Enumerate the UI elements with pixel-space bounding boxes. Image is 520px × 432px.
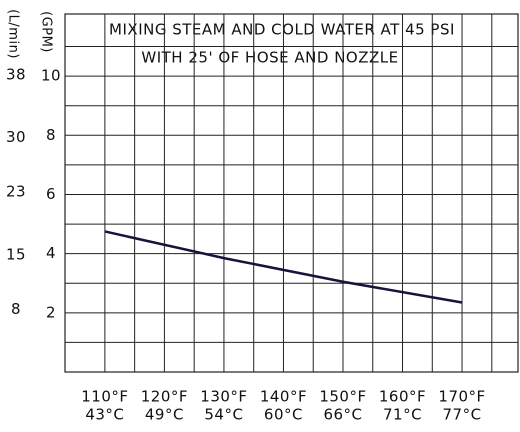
x-tick-label-celsius: 54°C (204, 406, 243, 424)
y2-tick-label: 15 (6, 245, 26, 263)
x-tick-label-celsius: 49°C (145, 406, 184, 424)
chart-title: MIXING STEAM AND COLD WATER AT 45 PSI (109, 21, 455, 39)
x-tick-label-celsius: 77°C (443, 406, 482, 424)
x-tick-label-celsius: 43°C (85, 406, 124, 424)
x-tick-label: 140°F (260, 388, 307, 406)
x-tick-label: 110°F (81, 388, 128, 406)
y2-axis-title: (L/min) (6, 9, 21, 59)
x-tick-label: 120°F (141, 388, 188, 406)
x-tick-label: 160°F (379, 388, 426, 406)
x-tick-label-celsius: 71°C (383, 406, 422, 424)
y2-tick-label: 8 (11, 300, 21, 318)
x-tick-label-celsius: 60°C (264, 406, 303, 424)
x-tick-label: 170°F (438, 388, 485, 406)
x-tick-label: 130°F (200, 388, 247, 406)
y-tick-label: 10 (41, 67, 61, 85)
y-tick-label: 6 (46, 185, 56, 203)
y-tick-label: 2 (46, 303, 56, 321)
chart-subtitle: WITH 25' OF HOSE AND NOZZLE (141, 49, 398, 67)
x-tick-label-celsius: 66°C (323, 406, 362, 424)
y-tick-label: 8 (46, 126, 56, 144)
y2-tick-label: 38 (6, 65, 26, 83)
y2-tick-label: 23 (6, 183, 26, 201)
y-tick-label: 4 (46, 244, 56, 262)
x-tick-label: 150°F (319, 388, 366, 406)
data-line (104, 230, 463, 304)
y-axis-title: (GPM) (39, 11, 54, 53)
y2-tick-label: 30 (6, 128, 26, 146)
plot-frame (64, 13, 519, 373)
